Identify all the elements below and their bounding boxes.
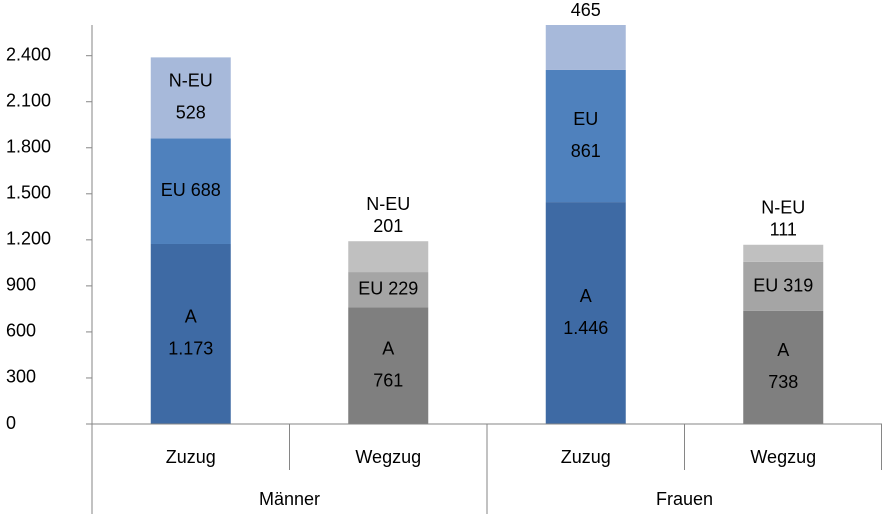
x-tick-label: Zuzug [166,447,216,467]
data-label-value: 201 [373,216,403,236]
bar-segment [150,243,231,424]
bar-segment [348,272,429,308]
data-label-name: EU [358,278,383,298]
y-tick-label: 1.200 [6,229,51,249]
y-tick-label: 2.400 [6,44,51,64]
y-tick-label: 0 [6,413,16,433]
data-label-value: 1.173 [168,339,213,359]
data-label-name: A [185,307,197,327]
x-tick-label: Wegzug [355,447,421,467]
data-label-value: 861 [571,141,601,161]
plot-area [150,25,824,424]
data-label-value: 465 [571,0,601,20]
y-tick-label: 300 [6,367,36,387]
data-label-value: 319 [783,275,813,295]
bar-segment [743,244,824,262]
bar-segment [743,261,824,311]
bar-segment [150,138,231,244]
data-label-name: A [382,338,394,358]
y-tick-label: 1.800 [6,137,51,157]
data-label-name: N-EU [366,194,410,214]
data-label-name: N-EU [169,71,213,91]
bar-segment [150,57,231,139]
data-label-name: A [777,340,789,360]
group-label: Frauen [656,489,713,509]
data-label-name: EU [161,180,186,200]
x-tick-label: Wegzug [750,447,816,467]
data-label-value: 738 [768,372,798,392]
data-label-value: 111 [770,220,797,240]
y-tick-label: 2.100 [6,90,51,110]
data-label-name: EU [573,109,598,129]
bar-segment [545,69,626,203]
data-label-value: 761 [373,370,403,390]
bar-segment [743,310,824,424]
data-label-name: A [580,286,592,306]
bar-segment [545,25,626,70]
bar-segment [545,202,626,424]
x-tick-label: Zuzug [561,447,611,467]
bar-segment [348,241,429,273]
group-label: Männer [259,489,320,509]
data-label: EU 319 [753,275,813,295]
data-label-value: 688 [191,180,221,200]
data-label-name: EU [753,275,778,295]
data-label: EU 229 [358,278,418,298]
data-label: EU 688 [161,180,221,200]
data-label-value: 229 [388,278,418,298]
y-tick-label: 900 [6,275,36,295]
data-label-value: 1.446 [563,318,608,338]
data-label-name: N-EU [761,198,805,218]
y-tick-label: 1.500 [6,183,51,203]
y-tick-label: 600 [6,321,36,341]
data-label-value: 528 [176,103,206,123]
bar-segment [348,307,429,424]
